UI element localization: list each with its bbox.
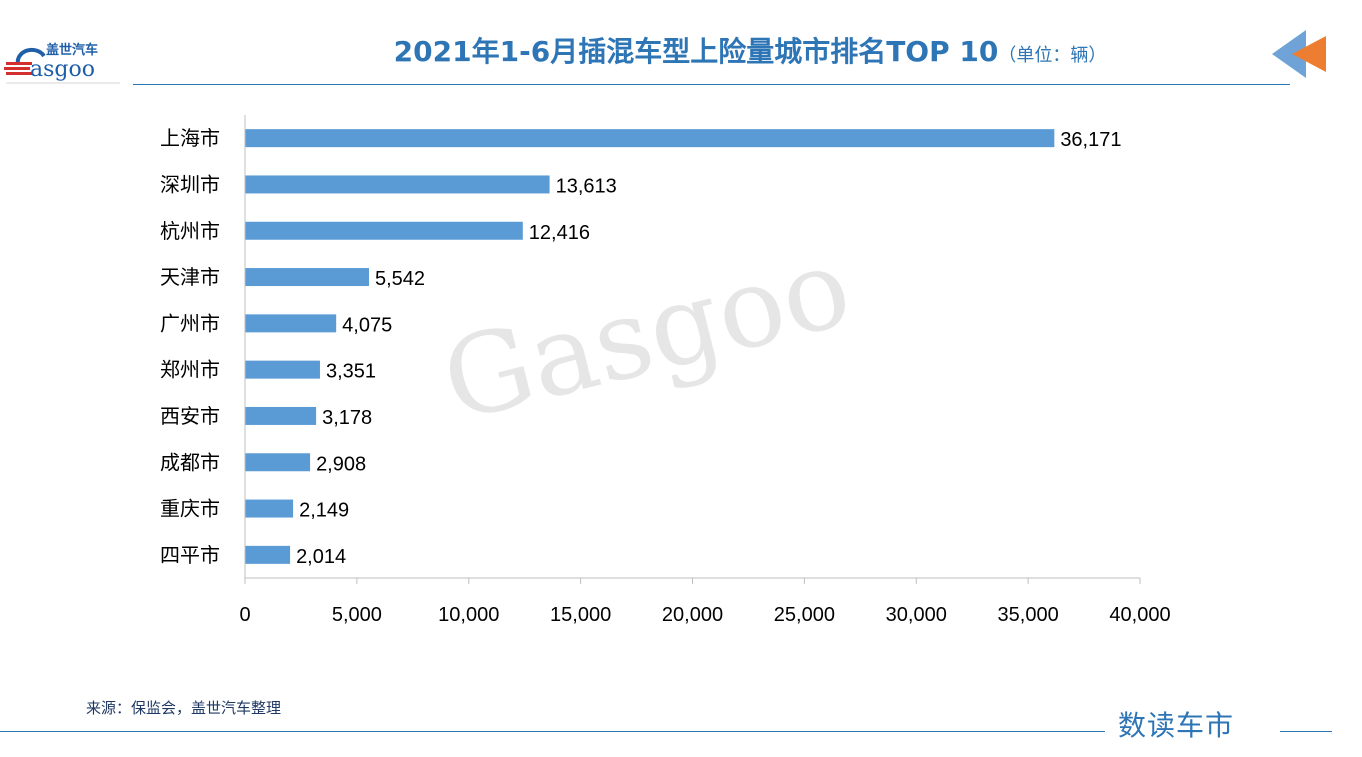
- x-tick-label: 20,000: [662, 604, 723, 626]
- x-tick-label: 5,000: [332, 604, 382, 626]
- x-tick-label: 10,000: [438, 604, 499, 626]
- x-tick-label: 0: [239, 604, 250, 626]
- category-label: 深圳市: [160, 172, 220, 196]
- title-divider: [133, 84, 1290, 85]
- gasgoo-logo: 盖世汽车 asgoo: [4, 42, 120, 84]
- bar: [245, 129, 1055, 148]
- bar: [245, 221, 523, 240]
- bar: [245, 175, 550, 194]
- data-label: 4,075: [342, 314, 392, 336]
- data-label: 12,416: [529, 222, 590, 244]
- bar: [245, 453, 311, 472]
- bar: [245, 268, 370, 287]
- data-label: 2,014: [296, 546, 346, 568]
- data-label: 2,908: [316, 453, 366, 475]
- category-label: 成都市: [160, 450, 220, 474]
- category-label: 四平市: [160, 543, 220, 567]
- title-unit: （单位：辆）: [998, 45, 1107, 66]
- x-tick-label: 25,000: [774, 604, 835, 626]
- svg-text:盖世汽车: 盖世汽车: [46, 42, 98, 58]
- category-label: 天津市: [160, 265, 220, 289]
- category-label: 郑州市: [160, 358, 220, 382]
- category-label: 重庆市: [160, 497, 220, 521]
- brand-label: 数读车市: [1118, 709, 1235, 742]
- arrow-decoration-icon: [1272, 30, 1326, 78]
- x-tick-label: 40,000: [1109, 604, 1170, 626]
- data-label: 36,171: [1060, 129, 1121, 151]
- x-tick-label: 30,000: [886, 604, 947, 626]
- title-text: 2021年1-6月插混车型上险量城市排名TOP 10: [393, 35, 999, 68]
- bottom-divider-right: [1280, 731, 1332, 732]
- category-label: 上海市: [160, 126, 220, 150]
- bottom-divider: [0, 731, 1105, 732]
- x-tick-label: 15,000: [550, 604, 611, 626]
- category-label: 杭州市: [160, 219, 220, 243]
- data-label: 5,542: [375, 268, 425, 290]
- bar: [245, 314, 337, 333]
- bar: [245, 406, 317, 425]
- category-label: 广州市: [160, 311, 220, 335]
- data-label: 3,178: [322, 407, 372, 429]
- bar: [245, 360, 320, 379]
- svg-text:asgoo: asgoo: [30, 57, 95, 82]
- x-tick-label: 35,000: [998, 604, 1059, 626]
- bar: [245, 545, 291, 564]
- data-label: 13,613: [556, 175, 617, 197]
- category-label: 西安市: [160, 404, 220, 428]
- chart-title: 2021年1-6月插混车型上险量城市排名TOP 10（单位：辆）: [300, 30, 1200, 70]
- bar-chart: 上海市 36,171 深圳市 13,613 杭州市 12,416 天津市 5,542 广州市 4,…: [160, 115, 1171, 626]
- bar: [245, 499, 294, 518]
- source-note: 来源：保监会，盖世汽车整理: [86, 699, 282, 717]
- data-label: 2,149: [299, 500, 349, 522]
- data-label: 3,351: [326, 361, 376, 383]
